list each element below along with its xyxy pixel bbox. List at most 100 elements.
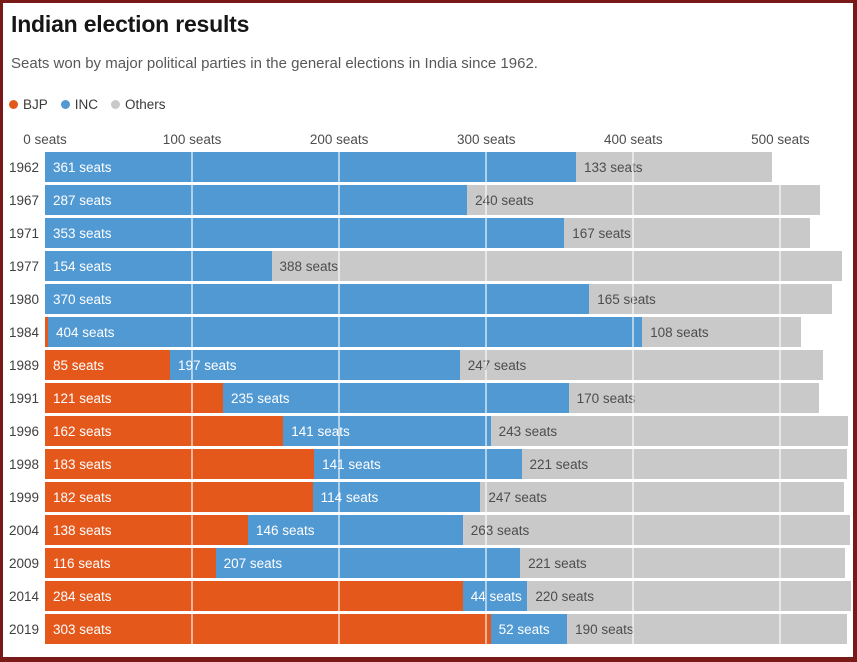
bar-row-1967: 1967 287 seats 240 seats — [9, 185, 851, 215]
bar-segment-others-2009[interactable]: 221 seats — [520, 548, 846, 578]
bar-segment-inc-1991[interactable]: 235 seats — [222, 383, 569, 413]
bar-track-1971: 353 seats 167 seats — [45, 218, 851, 248]
bar-segment-inc-1977[interactable]: 154 seats — [45, 251, 272, 281]
bar-value-label: 388 seats — [279, 259, 339, 274]
axis-tick-300: 300 seats — [456, 132, 516, 147]
year-label-2014: 2014 — [9, 589, 40, 604]
bar-value-label: 138 seats — [53, 523, 112, 538]
bar-segment-bjp-2019[interactable]: 303 seats — [45, 614, 491, 644]
bar-track-2014: 284 seats 44 seats 220 seats — [45, 581, 851, 611]
bar-value-label: 183 seats — [53, 457, 112, 472]
bar-segment-inc-1999[interactable]: 114 seats — [312, 482, 481, 512]
legend-item-bjp: BJP — [9, 97, 48, 112]
bar-segment-others-1989[interactable]: 247 seats — [459, 350, 824, 380]
chart-area: 1962 361 seats 133 seats 1967 287 seats 240 s… — [9, 152, 851, 644]
bar-segment-bjp-2009[interactable]: 116 seats — [45, 548, 216, 578]
bar-segment-inc-1967[interactable]: 287 seats — [45, 185, 468, 215]
bar-segment-inc-2019[interactable]: 52 seats — [490, 614, 568, 644]
bar-segment-others-1971[interactable]: 167 seats — [564, 218, 810, 248]
bar-row-1996: 1996 162 seats 141 seats 243 seats — [9, 416, 851, 446]
bar-value-label: 44 seats — [470, 589, 522, 604]
year-label-1991: 1991 — [9, 391, 40, 406]
year-label-1967: 1967 — [9, 193, 40, 208]
bar-segment-others-1984[interactable]: 108 seats — [642, 317, 801, 347]
bar-row-1971: 1971 353 seats 167 seats — [9, 218, 851, 248]
bar-segment-inc-2009[interactable]: 207 seats — [215, 548, 521, 578]
bar-row-1977: 1977 154 seats 388 seats — [9, 251, 851, 281]
bar-segment-others-1977[interactable]: 388 seats — [271, 251, 843, 281]
bar-segment-inc-2004[interactable]: 146 seats — [247, 515, 463, 545]
bar-segment-others-2004[interactable]: 263 seats — [462, 515, 850, 545]
bar-value-label: 165 seats — [597, 292, 656, 307]
bar-value-label: 247 seats — [467, 358, 527, 373]
bar-row-1962: 1962 361 seats 133 seats — [9, 152, 851, 182]
year-label-2019: 2019 — [9, 622, 40, 637]
bar-segment-inc-1998[interactable]: 141 seats — [314, 449, 522, 479]
bar-value-label: 361 seats — [53, 160, 112, 175]
bar-row-1999: 1999 182 seats 114 seats 247 seats — [9, 482, 851, 512]
bar-value-label: 141 seats — [291, 424, 350, 439]
bar-row-1984: 1984 404 seats 108 seats — [9, 317, 851, 347]
bar-segment-others-1996[interactable]: 243 seats — [490, 416, 849, 446]
bar-segment-inc-1980[interactable]: 370 seats — [45, 284, 590, 314]
bar-value-label: 116 seats — [53, 556, 111, 571]
bar-row-2009: 2009 116 seats 207 seats 221 seats — [9, 548, 851, 578]
bar-segment-bjp-1998[interactable]: 183 seats — [45, 449, 315, 479]
bar-segment-bjp-1984[interactable] — [45, 317, 48, 347]
bjp-legend-dot-icon — [9, 99, 18, 109]
others-legend-dot-icon — [111, 99, 121, 109]
bar-segment-others-1967[interactable]: 240 seats — [467, 185, 821, 215]
bar-track-2004: 138 seats 146 seats 263 seats — [45, 515, 851, 545]
bar-segment-others-1962[interactable]: 133 seats — [575, 152, 772, 182]
bar-segment-bjp-1989[interactable]: 85 seats — [45, 350, 171, 380]
bar-segment-inc-2014[interactable]: 44 seats — [462, 581, 528, 611]
bar-row-1991: 1991 121 seats 235 seats 170 seats — [9, 383, 851, 413]
page-title: Indian election results — [11, 11, 250, 37]
year-label-2009: 2009 — [9, 556, 40, 571]
bar-value-label: 170 seats — [576, 391, 636, 406]
bar-segment-inc-1962[interactable]: 361 seats — [45, 152, 576, 182]
bar-segment-others-1999[interactable]: 247 seats — [480, 482, 844, 512]
bar-value-label: 207 seats — [223, 556, 283, 571]
bar-row-1980: 1980 370 seats 165 seats — [9, 284, 851, 314]
bar-track-1998: 183 seats 141 seats 221 seats — [45, 449, 851, 479]
bar-value-label: 221 seats — [528, 556, 587, 571]
bar-segment-bjp-2014[interactable]: 284 seats — [45, 581, 463, 611]
bar-segment-others-1980[interactable]: 165 seats — [589, 284, 832, 314]
bar-segment-inc-1989[interactable]: 197 seats — [170, 350, 460, 380]
bar-value-label: 197 seats — [178, 358, 237, 373]
bar-track-1977: 154 seats 388 seats — [45, 251, 851, 281]
bar-value-label: 404 seats — [55, 325, 115, 340]
bar-value-label: 240 seats — [475, 193, 534, 208]
bar-segment-others-1998[interactable]: 221 seats — [521, 449, 847, 479]
bar-segment-others-2019[interactable]: 190 seats — [567, 614, 847, 644]
bar-segment-inc-1996[interactable]: 141 seats — [283, 416, 491, 446]
bar-track-1999: 182 seats 114 seats 247 seats — [45, 482, 851, 512]
bar-value-label: 243 seats — [498, 424, 558, 439]
year-label-1989: 1989 — [9, 358, 40, 373]
legend-item-others: Others — [111, 97, 166, 112]
legend-label: BJP — [23, 96, 48, 112]
legend-item-inc: INC — [60, 96, 99, 112]
bar-value-label: 121 seats — [53, 391, 112, 406]
year-label-1999: 1999 — [9, 490, 40, 505]
bar-segment-others-1991[interactable]: 170 seats — [568, 383, 819, 413]
bar-value-label: 220 seats — [535, 589, 594, 604]
bar-segment-bjp-1991[interactable]: 121 seats — [45, 383, 223, 413]
bar-segment-bjp-1996[interactable]: 162 seats — [45, 416, 284, 446]
bar-track-1989: 85 seats 197 seats 247 seats — [45, 350, 851, 380]
bar-segment-bjp-2004[interactable]: 138 seats — [45, 515, 248, 545]
bar-value-label: 141 seats — [322, 457, 381, 472]
bar-value-label: 370 seats — [53, 292, 112, 307]
bar-row-1989: 1989 85 seats 197 seats 247 seats — [9, 350, 851, 380]
bar-segment-others-2014[interactable]: 220 seats — [527, 581, 851, 611]
bar-value-label: 263 seats — [470, 523, 530, 538]
bar-segment-bjp-1999[interactable]: 182 seats — [45, 482, 313, 512]
bar-segment-inc-1984[interactable]: 404 seats — [47, 317, 643, 347]
bar-segment-inc-1971[interactable]: 353 seats — [45, 218, 565, 248]
bar-value-label: 114 seats — [320, 490, 379, 505]
bar-track-1967: 287 seats 240 seats — [45, 185, 851, 215]
bar-track-1996: 162 seats 141 seats 243 seats — [45, 416, 851, 446]
bar-value-label: 247 seats — [488, 490, 547, 505]
legend-label: INC — [74, 96, 99, 112]
